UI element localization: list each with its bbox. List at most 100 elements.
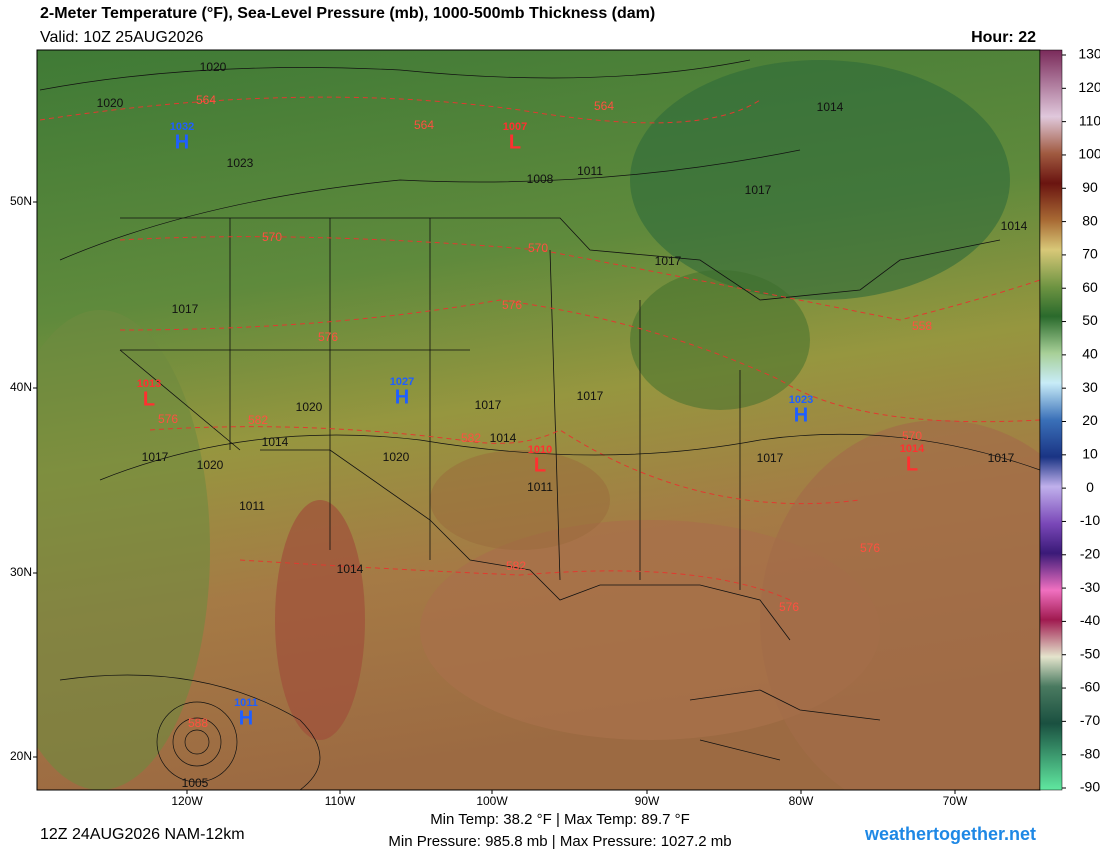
thickness-label: 582 xyxy=(506,559,526,573)
thickness-label: 576 xyxy=(502,298,522,312)
isobar-label: 1017 xyxy=(655,254,682,268)
pressure-center-letter: H xyxy=(395,386,409,408)
isobar-label: 1014 xyxy=(817,100,844,114)
pressure-center-value: 1013 xyxy=(137,378,161,390)
ocean-region xyxy=(37,310,210,790)
isobar-label: 1017 xyxy=(745,183,772,197)
isobar-label: 1020 xyxy=(97,96,124,110)
thickness-label: 582 xyxy=(461,431,481,445)
colorbar-tick-label: 120 xyxy=(1078,79,1100,95)
thickness-label: 570 xyxy=(902,429,922,443)
isobar-label: 1020 xyxy=(383,450,410,464)
thickness-label: 582 xyxy=(248,413,268,427)
pressure-center-value: 1032 xyxy=(170,121,194,133)
thickness-label: 576 xyxy=(779,600,799,614)
pressure-center-letter: H xyxy=(175,131,189,153)
warm-region xyxy=(275,500,365,740)
isobar-label: 1014 xyxy=(262,435,289,449)
isobars xyxy=(39,59,1040,790)
colorbar-tick-label: -90 xyxy=(1080,779,1100,795)
temp-range: Min Temp: 38.2 °F | Max Temp: 89.7 °F xyxy=(430,811,690,828)
isobar-label: 1020 xyxy=(200,60,227,74)
pressure-center-value: 1010 xyxy=(528,444,552,456)
colorbar-tick-label: -10 xyxy=(1080,512,1100,528)
isobar-label: 1020 xyxy=(197,458,224,472)
colorbar-tick-label: -40 xyxy=(1080,612,1100,628)
latitude-label: 30N xyxy=(10,565,32,579)
isobar-label: 1011 xyxy=(577,164,603,178)
longitude-label: 120W xyxy=(171,794,203,808)
cool-region xyxy=(630,60,1010,300)
longitude-label: 100W xyxy=(476,794,508,808)
pressure-center-value: 1007 xyxy=(503,121,527,133)
longitude-label: 110W xyxy=(325,794,356,808)
isobar-label: 1005 xyxy=(182,776,209,790)
colorbar-tick-label: 90 xyxy=(1082,179,1098,195)
colorbar-tick-label: 0 xyxy=(1086,479,1094,495)
isobar-label: 1017 xyxy=(577,389,604,403)
colorbar-tick-label: 80 xyxy=(1082,212,1098,228)
isobar-label: 1017 xyxy=(988,451,1015,465)
colorbar-tick-label: 100 xyxy=(1078,146,1100,162)
colorbar-tick-label: 20 xyxy=(1082,412,1098,428)
colorbar-tick-label: 10 xyxy=(1082,446,1098,462)
colorbar-tick-label: 40 xyxy=(1082,346,1098,362)
longitude-label: 80W xyxy=(789,794,814,808)
thickness-label: 564 xyxy=(594,99,614,113)
isobar-label: 1020 xyxy=(296,400,323,414)
pressure-center-letter: L xyxy=(509,131,521,153)
pressure-center-letter: H xyxy=(794,404,808,426)
thickness-label: 564 xyxy=(196,93,216,107)
thickness-label: 588 xyxy=(188,716,208,730)
warm-region xyxy=(760,420,1040,790)
isobar-label: 1014 xyxy=(1001,219,1028,233)
colorbar xyxy=(1039,49,1063,791)
colorbar-tick-label: 70 xyxy=(1082,246,1098,262)
thickness-label: 576 xyxy=(860,541,880,555)
site-credit[interactable]: weathertogether.net xyxy=(864,824,1036,844)
latitude-label: 20N xyxy=(10,749,32,763)
isobar-label: 1014 xyxy=(490,431,517,445)
isobar-label: 1017 xyxy=(475,398,502,412)
forecast-hour: Hour: 22 xyxy=(971,29,1036,46)
pressure-center-letter: L xyxy=(143,388,155,410)
pressure-range: Min Pressure: 985.8 mb | Max Pressure: 1… xyxy=(388,833,731,850)
colorbar-tick-label: 130 xyxy=(1078,46,1100,62)
latitude-label: 40N xyxy=(10,380,32,394)
thickness-label: 576 xyxy=(158,412,178,426)
map-field xyxy=(37,50,1040,790)
isobar-label: 1023 xyxy=(227,156,254,170)
isobar-label: 1017 xyxy=(172,302,199,316)
warm-region xyxy=(430,450,610,550)
latitude-label: 50N xyxy=(10,194,32,208)
pressure-center-value: 1011 xyxy=(234,697,258,709)
thickness-label: 558 xyxy=(912,319,932,333)
pressure-center-value: 1027 xyxy=(390,376,414,388)
isobar-label: 1011 xyxy=(527,480,553,494)
colorbar-tick-label: 30 xyxy=(1082,379,1098,395)
isobar-label: 1017 xyxy=(142,450,169,464)
cool-region xyxy=(630,270,810,410)
longitude-label: 90W xyxy=(635,794,660,808)
thickness-contours xyxy=(39,96,1040,601)
colorbar-tick-label: 50 xyxy=(1082,312,1098,328)
pressure-center-value: 1023 xyxy=(789,394,813,406)
thickness-label: 576 xyxy=(318,330,338,344)
colorbar-tick-label: -60 xyxy=(1080,679,1100,695)
thickness-label: 570 xyxy=(262,230,282,244)
valid-time: Valid: 10Z 25AUG2026 xyxy=(40,29,203,46)
isobar-label: 1008 xyxy=(527,172,554,186)
isobar-label: 1011 xyxy=(239,499,265,513)
longitude-label: 70W xyxy=(943,794,968,808)
model-run: 12Z 24AUG2026 NAM-12km xyxy=(40,826,245,843)
map-title: 2-Meter Temperature (°F), Sea-Level Pres… xyxy=(40,5,655,22)
thickness-label: 570 xyxy=(528,241,548,255)
borders xyxy=(119,217,1001,761)
colorbar-tick-label: -50 xyxy=(1080,645,1100,661)
colorbar-tick-label: -80 xyxy=(1080,745,1100,761)
pressure-center-letter: L xyxy=(534,454,546,476)
colorbar-tick-label: -20 xyxy=(1080,545,1100,561)
colorbar-tick-label: 60 xyxy=(1082,279,1098,295)
colorbar-tick-label: -30 xyxy=(1080,579,1100,595)
